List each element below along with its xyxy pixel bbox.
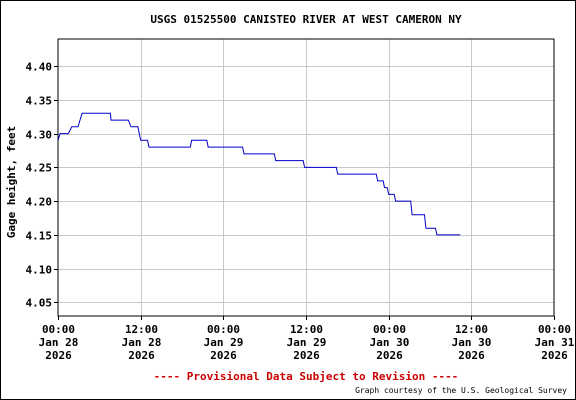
y-axis-label: Gage height, feet bbox=[5, 126, 18, 239]
y-axis-ticks: 4.05 4.10 4.15 4.20 4.25 4.30 4.35 4.40 bbox=[26, 61, 58, 310]
x-tick-label: 12:00 bbox=[290, 323, 323, 336]
x-tick-label: 00:00 bbox=[538, 323, 571, 336]
y-tick-label: 4.20 bbox=[26, 196, 53, 209]
provisional-data-note: ---- Provisional Data Subject to Revisio… bbox=[154, 370, 459, 383]
x-tick-label: Jan 29 bbox=[204, 336, 244, 349]
y-tick-label: 4.35 bbox=[26, 95, 53, 108]
x-tick-label: Jan 28 bbox=[39, 336, 79, 349]
x-tick-label: 2026 bbox=[45, 349, 72, 362]
x-tick-label: 00:00 bbox=[373, 323, 406, 336]
x-tick-label: 2026 bbox=[210, 349, 237, 362]
series-layer bbox=[57, 112, 461, 236]
x-tick-label: 2026 bbox=[458, 349, 485, 362]
usgs-credit-note: Graph courtesy of the U.S. Geological Su… bbox=[355, 386, 567, 395]
x-tick-label: 00:00 bbox=[207, 323, 240, 336]
gage-height-series-line bbox=[57, 112, 461, 236]
y-tick-label: 4.25 bbox=[26, 162, 53, 175]
x-tick-label: Jan 28 bbox=[122, 336, 162, 349]
x-tick-label: 2026 bbox=[293, 349, 320, 362]
chart-title: USGS 01525500 CANISTEO RIVER AT WEST CAM… bbox=[150, 13, 462, 26]
y-tick-label: 4.30 bbox=[26, 129, 53, 142]
x-tick-label: 00:00 bbox=[42, 323, 75, 336]
y-tick-label: 4.10 bbox=[26, 264, 53, 277]
y-tick-label: 4.40 bbox=[26, 61, 53, 74]
x-tick-label: 2026 bbox=[541, 349, 568, 362]
x-tick-label: Jan 31 bbox=[535, 336, 575, 349]
x-tick-label: 2026 bbox=[376, 349, 403, 362]
x-tick-label: 12:00 bbox=[455, 323, 488, 336]
y-tick-label: 4.15 bbox=[26, 230, 53, 243]
x-tick-label: Jan 30 bbox=[452, 336, 492, 349]
grid-lines bbox=[58, 39, 554, 316]
x-tick-label: 12:00 bbox=[125, 323, 158, 336]
x-tick-label: Jan 30 bbox=[370, 336, 410, 349]
x-tick-label: 2026 bbox=[128, 349, 155, 362]
x-tick-label: Jan 29 bbox=[287, 336, 327, 349]
y-tick-label: 4.05 bbox=[26, 297, 53, 310]
